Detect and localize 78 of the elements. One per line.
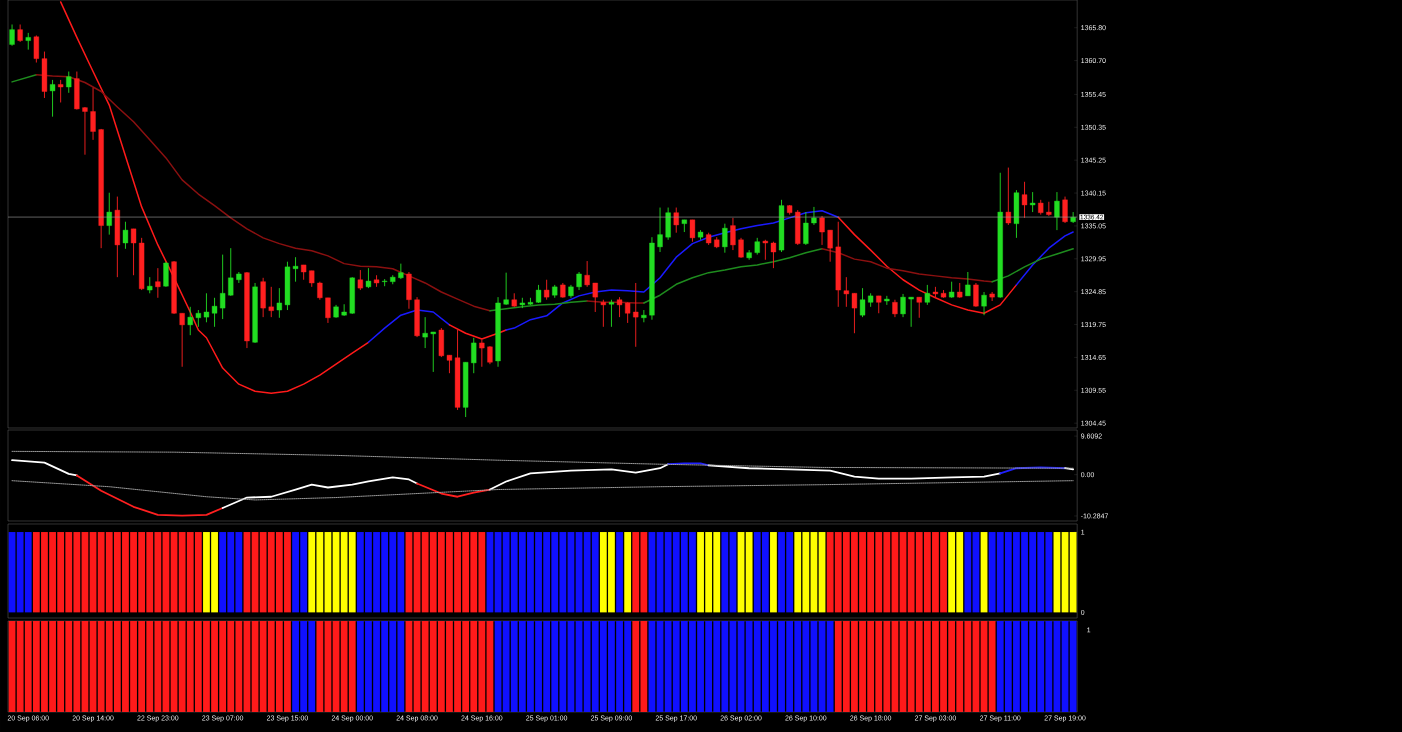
candlestick bbox=[33, 35, 39, 63]
candlestick bbox=[625, 301, 631, 324]
candlestick bbox=[973, 282, 979, 308]
candlestick bbox=[122, 221, 129, 250]
candlestick bbox=[916, 296, 922, 319]
line-series bbox=[991, 248, 1074, 283]
line-series bbox=[505, 210, 839, 331]
candlestick bbox=[471, 337, 477, 374]
candlestick bbox=[827, 229, 833, 263]
line-series bbox=[59, 1, 370, 394]
line-series bbox=[35, 74, 491, 312]
candlestick bbox=[689, 219, 696, 243]
line-series bbox=[221, 476, 418, 509]
candlestick bbox=[155, 267, 161, 299]
line-series bbox=[821, 248, 993, 283]
candlestick bbox=[616, 296, 623, 318]
candlestick bbox=[584, 260, 590, 288]
candlestick bbox=[341, 303, 347, 317]
candlestick bbox=[365, 267, 372, 289]
candlestick bbox=[576, 271, 582, 291]
candlestick bbox=[357, 269, 363, 291]
candlestick bbox=[49, 79, 56, 118]
candlestick bbox=[770, 241, 777, 269]
candlestick bbox=[989, 291, 995, 302]
candlestick bbox=[924, 284, 930, 306]
candlestick bbox=[633, 282, 639, 348]
candlestick bbox=[851, 292, 858, 334]
candlestick bbox=[738, 237, 744, 259]
candlestick bbox=[220, 254, 226, 320]
candlestick bbox=[730, 217, 736, 251]
candlestick bbox=[179, 312, 185, 368]
candlestick bbox=[544, 279, 550, 301]
candlestick bbox=[9, 24, 15, 47]
line-series bbox=[11, 450, 1074, 469]
candlestick bbox=[608, 299, 615, 328]
candlestick bbox=[981, 291, 987, 316]
candlestick bbox=[900, 293, 906, 318]
candlestick bbox=[130, 228, 137, 276]
candlestick bbox=[592, 282, 598, 313]
line-series bbox=[11, 480, 1074, 501]
candlestick bbox=[1005, 167, 1011, 226]
candlestick bbox=[859, 287, 866, 318]
candlestick bbox=[487, 345, 493, 365]
line-series bbox=[416, 482, 491, 498]
candlestick bbox=[325, 297, 331, 324]
candlestick bbox=[722, 223, 728, 254]
candlestick bbox=[803, 211, 809, 246]
line-series bbox=[11, 459, 78, 477]
candlestick bbox=[58, 79, 64, 103]
line-series bbox=[75, 474, 224, 517]
candlestick bbox=[276, 287, 282, 319]
candlestick bbox=[657, 207, 663, 253]
line-series bbox=[643, 248, 823, 304]
candlestick bbox=[1021, 181, 1028, 219]
line-series bbox=[489, 463, 670, 491]
candlestick bbox=[187, 306, 193, 336]
candlestick bbox=[66, 71, 72, 94]
candlestick bbox=[90, 87, 96, 141]
candlestick bbox=[82, 106, 88, 156]
candlestick bbox=[600, 299, 606, 328]
line-series bbox=[837, 216, 1018, 315]
candlestick bbox=[503, 272, 509, 306]
candlestick bbox=[908, 296, 914, 328]
candlestick bbox=[1054, 191, 1060, 231]
candlestick bbox=[965, 271, 971, 297]
candlestick bbox=[1030, 191, 1036, 213]
candlestick bbox=[819, 215, 825, 246]
candlestick bbox=[106, 192, 112, 236]
line-series bbox=[367, 309, 451, 344]
candlestick bbox=[1062, 196, 1068, 224]
line-series bbox=[1015, 231, 1074, 286]
candlestick bbox=[811, 206, 817, 226]
candlestick bbox=[843, 276, 849, 308]
candlestick bbox=[228, 247, 234, 297]
candlestick bbox=[422, 316, 428, 349]
candlestick bbox=[430, 331, 436, 373]
candlestick bbox=[268, 286, 274, 318]
candlestick bbox=[163, 261, 169, 288]
